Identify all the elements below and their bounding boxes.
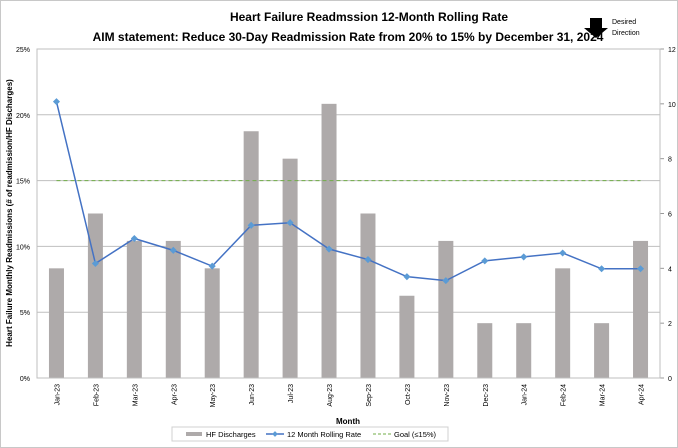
left-tick-label: 10% bbox=[16, 244, 30, 251]
desired-label: Desired bbox=[612, 19, 636, 26]
x-axis-label: Month bbox=[336, 417, 360, 426]
rate-point-Jun-23 bbox=[247, 221, 255, 229]
rate-point-Mar-24 bbox=[598, 265, 606, 273]
x-tick-label: Mar-24 bbox=[600, 384, 607, 406]
rate-point-Dec-23 bbox=[481, 257, 489, 265]
legend-goal: Goal (≤15%) bbox=[394, 430, 437, 439]
legend-box bbox=[171, 426, 449, 442]
bar-Jan-23 bbox=[48, 268, 64, 378]
rate-point-Nov-23 bbox=[442, 277, 450, 285]
plot-area bbox=[36, 48, 661, 379]
rate-point-Jan-23 bbox=[52, 98, 61, 106]
right-tick-label: 6 bbox=[668, 212, 672, 219]
bar-Feb-24 bbox=[555, 268, 571, 378]
right-tick-label: 12 bbox=[668, 47, 676, 54]
bar-Feb-23 bbox=[87, 213, 103, 378]
rolling-rate-line bbox=[55, 101, 641, 282]
bar-Mar-24 bbox=[594, 323, 610, 378]
x-tick-label: Feb-24 bbox=[561, 384, 568, 406]
bar-Apr-23 bbox=[165, 240, 181, 378]
bar-Apr-24 bbox=[633, 240, 649, 378]
x-tick-label: Jul-23 bbox=[288, 384, 295, 403]
bar-May-23 bbox=[204, 268, 220, 378]
left-tick-label: 25% bbox=[16, 47, 30, 54]
bar-Mar-23 bbox=[126, 240, 142, 378]
right-tick-label: 2 bbox=[668, 321, 672, 328]
left-tick-label: 20% bbox=[16, 113, 30, 120]
rate-point-Apr-23 bbox=[169, 246, 177, 254]
rate-point-Jan-24 bbox=[520, 253, 528, 261]
left-tick-label: 0% bbox=[20, 376, 30, 383]
rate-point-Apr-24 bbox=[636, 265, 645, 273]
chart-subtitle: AIM statement: Reduce 30-Day Readmission… bbox=[93, 30, 604, 44]
rate-point-Feb-24 bbox=[559, 249, 567, 257]
x-tick-label: Dec-23 bbox=[483, 384, 490, 407]
bar-Nov-23 bbox=[438, 240, 454, 378]
x-tick-label: Nov-23 bbox=[444, 384, 451, 407]
x-tick-label: Oct-23 bbox=[405, 384, 412, 405]
right-tick-label: 0 bbox=[668, 376, 672, 383]
rate-point-Sep-23 bbox=[364, 256, 372, 264]
bar-Sep-23 bbox=[360, 213, 376, 378]
x-tick-label: Mar-23 bbox=[132, 384, 139, 406]
chart-title: Heart Failure Readmssion 12-Month Rollin… bbox=[230, 10, 508, 24]
arrow-down-icon bbox=[584, 18, 608, 38]
bar-Oct-23 bbox=[399, 295, 415, 378]
legend-hf-discharges: HF Discharges bbox=[206, 430, 256, 439]
x-tick-label: May-23 bbox=[210, 384, 217, 407]
rate-point-Jul-23 bbox=[286, 219, 294, 227]
y-axis-label: Heart Failure Monthly Readmissions (# of… bbox=[5, 79, 14, 347]
x-tick-label: Jan-24 bbox=[522, 384, 529, 406]
right-tick-label: 8 bbox=[668, 157, 672, 164]
legend-bar-swatch bbox=[186, 432, 202, 436]
legend-rolling-rate: 12 Month Rolling Rate bbox=[287, 430, 361, 439]
bar-Dec-23 bbox=[477, 323, 493, 378]
x-tick-label: Jan-23 bbox=[54, 384, 61, 406]
left-tick-label: 5% bbox=[20, 310, 30, 317]
direction-label: Direction bbox=[612, 30, 640, 37]
left-tick-label: 15% bbox=[16, 179, 30, 186]
rate-point-Oct-23 bbox=[403, 273, 411, 281]
rate-point-May-23 bbox=[208, 262, 216, 270]
bar-Jun-23 bbox=[243, 131, 259, 378]
bar-Jul-23 bbox=[282, 158, 298, 378]
x-tick-label: Sep-23 bbox=[366, 384, 373, 407]
x-tick-label: Aug-23 bbox=[327, 384, 334, 407]
x-tick-label: Feb-23 bbox=[93, 384, 100, 406]
x-tick-label: Apr-23 bbox=[171, 384, 178, 405]
rate-point-Mar-23 bbox=[130, 234, 138, 243]
rate-point-Feb-23 bbox=[91, 259, 99, 268]
bar-Aug-23 bbox=[321, 103, 337, 378]
bar-Jan-24 bbox=[516, 323, 532, 378]
legend: HF Discharges 12 Month Rolling Rate Goal… bbox=[171, 426, 449, 442]
right-tick-label: 4 bbox=[668, 266, 672, 273]
right-tick-label: 10 bbox=[668, 102, 676, 109]
x-tick-label: Apr-24 bbox=[639, 384, 646, 405]
rate-point-Aug-23 bbox=[325, 245, 333, 253]
legend-diamond-icon bbox=[272, 431, 278, 437]
x-tick-label: Jun-23 bbox=[249, 384, 256, 406]
